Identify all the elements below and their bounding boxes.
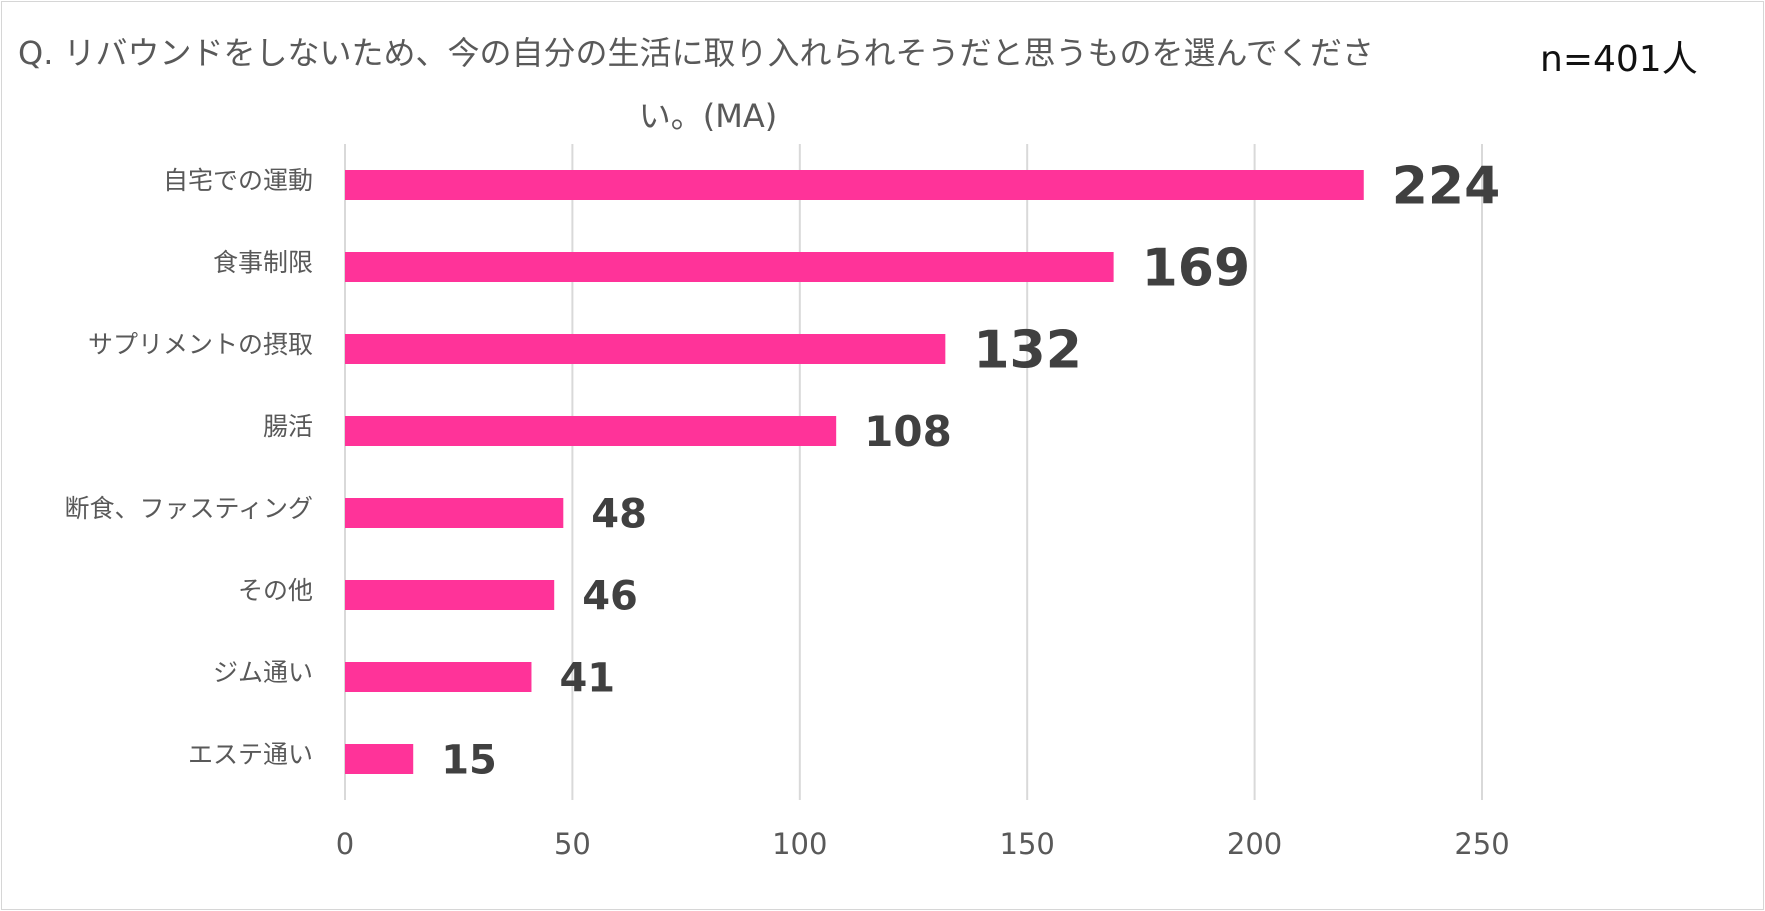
value-label: 224 [1392, 157, 1501, 217]
sample-size-label: n=401人 [1540, 39, 1698, 80]
x-tick-label: 100 [772, 827, 827, 861]
value-label: 46 [582, 573, 638, 619]
chart-title: Q. リバウンドをしないため、今の自分の生活に取り入れられそうだと思うものを選ん… [18, 22, 1398, 148]
category-label: サプリメントの摂取 [88, 330, 313, 359]
value-label: 48 [591, 491, 647, 537]
x-tick-label: 200 [1227, 827, 1282, 861]
x-tick-label: 0 [336, 827, 354, 861]
value-label: 15 [441, 737, 497, 783]
bar [345, 416, 837, 446]
bar [345, 170, 1364, 200]
category-label: その他 [238, 576, 313, 605]
category-label: 断食、ファスティング [64, 494, 313, 523]
chart-title-line1: Q. リバウンドをしないため、今の自分の生活に取り入れられそうだと思うものを選ん… [18, 34, 1374, 72]
bar [345, 252, 1114, 282]
value-label: 169 [1142, 239, 1251, 299]
category-label: ジム通い [213, 658, 313, 687]
category-label: 自宅での運動 [163, 166, 313, 195]
x-tick-label: 250 [1454, 827, 1509, 861]
x-tick-label: 150 [1000, 827, 1055, 861]
bar [345, 662, 532, 692]
category-label: エステ通い [188, 740, 313, 769]
bar [345, 498, 564, 528]
value-label: 41 [559, 655, 615, 701]
value-label: 132 [973, 321, 1082, 381]
chart-title-line2: い。(MA) [638, 97, 778, 135]
bar [345, 334, 946, 364]
x-tick-label: 50 [554, 827, 591, 861]
bar [345, 744, 414, 774]
category-label: 腸活 [263, 412, 313, 441]
category-label: 食事制限 [213, 248, 313, 277]
bar [345, 580, 555, 610]
value-label: 108 [864, 407, 952, 456]
